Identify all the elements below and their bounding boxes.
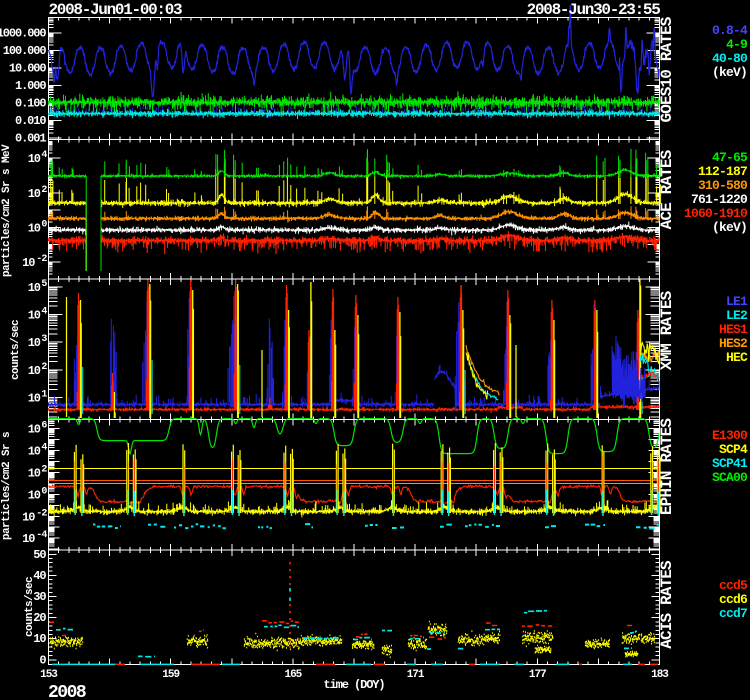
svg-text:(keV): (keV) (712, 220, 747, 235)
svg-text:SCP41: SCP41 (712, 456, 748, 471)
svg-text:4: 4 (41, 307, 47, 318)
svg-text:10: 10 (28, 309, 41, 323)
svg-text:183: 183 (651, 669, 669, 681)
svg-text:10: 10 (28, 423, 41, 437)
svg-text:0.100: 0.100 (15, 97, 46, 111)
svg-text:counts/sec: counts/sec (24, 577, 36, 637)
svg-text:-2: -2 (36, 254, 47, 265)
svg-text:10: 10 (28, 445, 41, 459)
svg-text:2008: 2008 (48, 683, 86, 700)
svg-text:EPHIN RATES: EPHIN RATES (658, 418, 676, 516)
svg-text:10: 10 (28, 392, 41, 406)
svg-text:165: 165 (284, 669, 302, 681)
svg-text:10: 10 (28, 221, 41, 235)
svg-text:HEC: HEC (726, 350, 748, 365)
svg-text:112-187: 112-187 (698, 164, 747, 179)
svg-text:40: 40 (33, 569, 46, 583)
svg-text:1060-1910: 1060-1910 (684, 206, 748, 221)
svg-text:GOES10 RATES: GOES10 RATES (658, 16, 676, 122)
svg-text:10.000: 10.000 (9, 61, 47, 75)
svg-text:10: 10 (28, 281, 41, 295)
svg-text:(keV): (keV) (712, 65, 747, 80)
svg-text:10: 10 (22, 256, 35, 270)
svg-text:177: 177 (529, 669, 546, 681)
svg-text:4: 4 (41, 150, 47, 161)
svg-text:159: 159 (162, 669, 179, 681)
svg-text:30: 30 (33, 590, 46, 604)
svg-text:2008-Jun01-00:03: 2008-Jun01-00:03 (49, 1, 183, 19)
svg-text:100.000: 100.000 (3, 44, 47, 58)
svg-text:10: 10 (28, 467, 41, 481)
svg-text:4-9: 4-9 (726, 37, 748, 52)
svg-text:LE1: LE1 (726, 294, 748, 309)
svg-text:counts/sec: counts/sec (10, 320, 22, 380)
svg-text:6: 6 (41, 421, 47, 432)
svg-text:0: 0 (39, 653, 46, 667)
svg-text:time (DOY): time (DOY) (323, 678, 384, 692)
svg-text:10: 10 (33, 632, 46, 646)
svg-text:ccd7: ccd7 (719, 606, 747, 621)
svg-text:10: 10 (28, 364, 41, 378)
svg-text:E1300: E1300 (712, 428, 748, 443)
svg-text:particles/cm2 Sr s: particles/cm2 Sr s (1, 432, 13, 540)
svg-text:310-580: 310-580 (698, 178, 748, 193)
svg-text:1000.000: 1000.000 (0, 26, 46, 40)
svg-text:10: 10 (28, 152, 41, 166)
svg-text:0: 0 (41, 219, 47, 230)
svg-text:ACE RATES: ACE RATES (658, 149, 676, 229)
svg-text:-4: -4 (36, 530, 47, 541)
svg-text:47-65: 47-65 (712, 150, 748, 165)
svg-text:3: 3 (41, 334, 47, 345)
svg-text:2: 2 (41, 185, 47, 196)
svg-text:ccd5: ccd5 (719, 578, 748, 593)
svg-text:1: 1 (41, 390, 47, 401)
svg-text:0.8-4: 0.8-4 (712, 23, 748, 38)
svg-text:0: 0 (41, 486, 47, 497)
svg-text:XMM RATES: XMM RATES (658, 290, 676, 370)
svg-text:HES2: HES2 (719, 336, 748, 351)
svg-text:2: 2 (41, 362, 47, 373)
svg-text:4: 4 (41, 443, 47, 454)
svg-text:particles/cm2 Sr s MeV: particles/cm2 Sr s MeV (1, 144, 13, 277)
svg-text:10: 10 (28, 336, 41, 350)
svg-text:171: 171 (407, 669, 425, 681)
svg-text:10: 10 (28, 488, 41, 502)
svg-text:SCP4: SCP4 (719, 442, 748, 457)
svg-text:2008-Jun30-23:55: 2008-Jun30-23:55 (527, 1, 661, 19)
svg-text:ccd6: ccd6 (719, 592, 748, 607)
svg-text:2: 2 (41, 465, 47, 476)
svg-text:10: 10 (22, 532, 35, 546)
svg-text:ACIS RATES: ACIS RATES (658, 560, 676, 649)
svg-text:1.000: 1.000 (15, 79, 46, 93)
svg-text:0.001: 0.001 (15, 132, 46, 146)
svg-text:HES1: HES1 (719, 322, 748, 337)
svg-text:40-80: 40-80 (712, 51, 748, 66)
svg-text:SCA00: SCA00 (712, 470, 748, 485)
svg-text:LE2: LE2 (726, 308, 748, 323)
svg-text:-2: -2 (36, 508, 47, 519)
svg-text:153: 153 (40, 669, 58, 681)
svg-text:761-1220: 761-1220 (691, 192, 748, 207)
svg-text:0.010: 0.010 (15, 114, 46, 128)
svg-text:10: 10 (22, 510, 35, 524)
svg-text:20: 20 (33, 611, 46, 625)
svg-text:5: 5 (41, 279, 47, 290)
svg-text:50: 50 (33, 548, 46, 562)
svg-text:10: 10 (28, 187, 41, 201)
